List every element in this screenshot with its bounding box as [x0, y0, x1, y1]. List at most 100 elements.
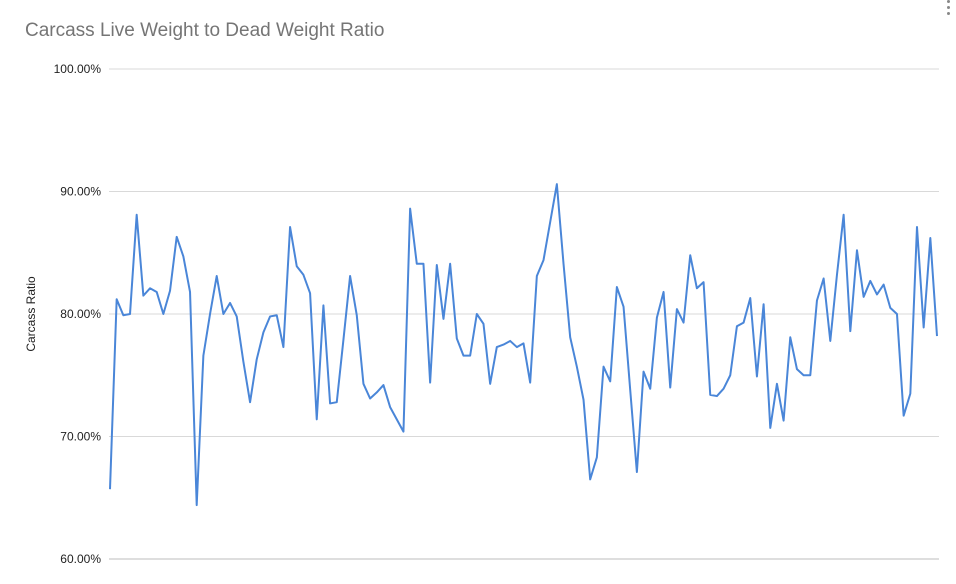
- data-point[interactable]: [314, 417, 319, 422]
- data-point[interactable]: [901, 413, 906, 418]
- data-point[interactable]: [534, 274, 539, 279]
- data-point[interactable]: [721, 386, 726, 391]
- data-point[interactable]: [494, 345, 499, 350]
- data-point[interactable]: [108, 487, 113, 492]
- more-options-icon[interactable]: [946, 0, 952, 18]
- data-point[interactable]: [774, 381, 779, 386]
- data-point[interactable]: [781, 418, 786, 423]
- data-point[interactable]: [208, 312, 213, 317]
- data-point[interactable]: [368, 396, 373, 401]
- data-point[interactable]: [681, 320, 686, 325]
- data-point[interactable]: [814, 298, 819, 303]
- data-point[interactable]: [341, 337, 346, 342]
- data-point[interactable]: [241, 359, 246, 364]
- data-point[interactable]: [588, 477, 593, 482]
- data-point[interactable]: [388, 405, 393, 410]
- data-point[interactable]: [708, 392, 713, 397]
- data-point[interactable]: [861, 294, 866, 299]
- data-point[interactable]: [935, 334, 940, 339]
- data-point[interactable]: [448, 261, 453, 266]
- data-point[interactable]: [648, 386, 653, 391]
- data-point[interactable]: [808, 373, 813, 378]
- data-point[interactable]: [194, 503, 199, 508]
- data-point[interactable]: [128, 312, 133, 317]
- data-point[interactable]: [608, 379, 613, 384]
- data-point[interactable]: [628, 387, 633, 392]
- data-point[interactable]: [828, 338, 833, 343]
- data-point[interactable]: [561, 261, 566, 266]
- data-point[interactable]: [354, 313, 359, 318]
- data-point[interactable]: [154, 289, 159, 294]
- data-point[interactable]: [221, 312, 226, 317]
- data-point[interactable]: [908, 391, 913, 396]
- data-point[interactable]: [881, 282, 886, 287]
- data-point[interactable]: [134, 212, 139, 217]
- data-point[interactable]: [668, 385, 673, 390]
- data-point[interactable]: [474, 312, 479, 317]
- data-point[interactable]: [894, 312, 899, 317]
- data-point[interactable]: [848, 329, 853, 334]
- data-point[interactable]: [214, 274, 219, 279]
- data-point[interactable]: [874, 292, 879, 297]
- data-point[interactable]: [801, 373, 806, 378]
- data-point[interactable]: [414, 261, 419, 266]
- data-point[interactable]: [254, 357, 259, 362]
- data-point[interactable]: [514, 345, 519, 350]
- data-point[interactable]: [554, 182, 559, 187]
- data-point[interactable]: [654, 315, 659, 320]
- data-point[interactable]: [501, 342, 506, 347]
- data-point[interactable]: [641, 369, 646, 374]
- data-point[interactable]: [434, 263, 439, 268]
- data-point[interactable]: [334, 400, 339, 405]
- data-point[interactable]: [261, 330, 266, 335]
- data-point[interactable]: [394, 417, 399, 422]
- data-point[interactable]: [634, 470, 639, 475]
- data-point[interactable]: [301, 272, 306, 277]
- data-point[interactable]: [794, 367, 799, 372]
- data-point[interactable]: [174, 234, 179, 239]
- data-point[interactable]: [361, 381, 366, 386]
- data-point[interactable]: [841, 212, 846, 217]
- data-point[interactable]: [754, 374, 759, 379]
- data-point[interactable]: [528, 380, 533, 385]
- data-point[interactable]: [748, 296, 753, 301]
- data-point[interactable]: [761, 302, 766, 307]
- data-point[interactable]: [868, 278, 873, 283]
- data-point[interactable]: [321, 303, 326, 308]
- data-point[interactable]: [268, 314, 273, 319]
- data-point[interactable]: [201, 353, 206, 358]
- data-point[interactable]: [788, 335, 793, 340]
- data-point[interactable]: [614, 285, 619, 290]
- data-point[interactable]: [141, 293, 146, 298]
- data-point[interactable]: [734, 324, 739, 329]
- data-point[interactable]: [701, 280, 706, 285]
- data-point[interactable]: [541, 258, 546, 263]
- data-point[interactable]: [728, 373, 733, 378]
- data-point[interactable]: [421, 261, 426, 266]
- data-point[interactable]: [674, 307, 679, 312]
- data-point[interactable]: [274, 313, 279, 318]
- data-point[interactable]: [834, 272, 839, 277]
- data-point[interactable]: [234, 314, 239, 319]
- data-point[interactable]: [508, 338, 513, 343]
- data-point[interactable]: [308, 291, 313, 296]
- data-point[interactable]: [694, 286, 699, 291]
- data-point[interactable]: [601, 364, 606, 369]
- data-point[interactable]: [281, 345, 286, 350]
- data-point[interactable]: [928, 236, 933, 241]
- data-point[interactable]: [181, 254, 186, 259]
- data-point[interactable]: [454, 336, 459, 341]
- data-point[interactable]: [468, 353, 473, 358]
- data-point[interactable]: [441, 316, 446, 321]
- data-point[interactable]: [401, 429, 406, 434]
- data-point[interactable]: [148, 286, 153, 291]
- data-point[interactable]: [581, 397, 586, 402]
- data-point[interactable]: [854, 248, 859, 253]
- data-point[interactable]: [121, 313, 126, 318]
- data-point[interactable]: [661, 289, 666, 294]
- data-point[interactable]: [428, 380, 433, 385]
- data-point[interactable]: [294, 264, 299, 269]
- data-point[interactable]: [621, 304, 626, 309]
- data-point[interactable]: [188, 289, 193, 294]
- data-point[interactable]: [714, 394, 719, 399]
